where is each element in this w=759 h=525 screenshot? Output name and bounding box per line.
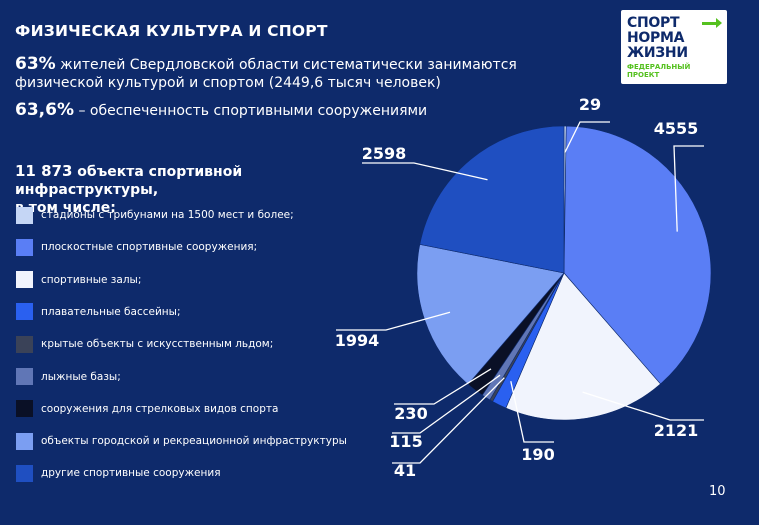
legend-swatch [16, 464, 33, 482]
participation-text: жителей Свердловской области систематиче… [15, 57, 517, 91]
infrastructure-text: объекта спортивной инфраструктуры, [15, 164, 243, 198]
logo-arrow-icon [702, 18, 722, 28]
legend-item: плавательные бассейны; [16, 303, 181, 321]
legend-label: лыжные базы; [41, 370, 121, 383]
data-label: 230 [394, 404, 427, 423]
legend-item: сооружения для стрелковых видов спорта [16, 400, 278, 418]
stat-facility-provision: 63,6% – обеспеченность спортивными соору… [15, 100, 427, 120]
leader-line [564, 121, 610, 153]
logo-line-3: ЖИЗНИ [627, 45, 688, 61]
legend-swatch [16, 335, 33, 353]
pie-slice [416, 244, 565, 385]
page-number: 10 [709, 484, 726, 499]
legend-label: крытые объекты с искусственным льдом; [41, 338, 274, 351]
legend-label: сооружения для стрелковых видов спорта [41, 402, 279, 415]
legend-swatch [16, 303, 33, 321]
leader-line [336, 311, 451, 331]
legend-item: лыжные базы; [16, 368, 121, 386]
data-label: 2121 [654, 421, 699, 440]
data-label: 29 [579, 95, 601, 114]
provision-text: – обеспеченность спортивными сооружениям… [78, 103, 428, 119]
legend-item: стадионы с трибунами на 1500 мест и боле… [16, 206, 294, 224]
legend-swatch [16, 271, 33, 289]
pie-slice [505, 272, 661, 421]
pie-slice [419, 125, 565, 274]
infrastructure-text-2: в том числе: [15, 200, 116, 216]
logo-line-1: СПОРТ [627, 15, 680, 31]
page-title: ФИЗИЧЕСКАЯ КУЛЬТУРА И СПОРТ [15, 22, 328, 40]
legend-item: крытые объекты с искусственным льдом; [16, 335, 273, 353]
leader-line [510, 381, 554, 443]
legend-swatch [16, 368, 33, 385]
sport-norm-of-life-logo: СПОРТ НОРМА ЖИЗНИ ФЕДЕРАЛЬНЫЙ ПРОЕКТ [621, 10, 727, 84]
logo-line-2: НОРМА [627, 30, 685, 46]
logo-sub-2: ПРОЕКТ [627, 71, 660, 79]
leader-line [582, 391, 704, 421]
data-label: 2598 [362, 144, 407, 163]
legend-swatch [16, 400, 33, 418]
legend-item: объекты городской и рекреационной инфрас… [16, 432, 347, 450]
leader-line [394, 368, 492, 405]
data-label: 41 [394, 461, 416, 480]
legend-label: другие спортивные сооружения [41, 467, 221, 480]
legend-swatch [16, 206, 33, 224]
infrastructure-heading: 11 873 объекта спортивной инфраструктуры… [15, 162, 375, 217]
legend-label: стадионы с трибунами на 1500 мест и боле… [41, 209, 294, 221]
legend-label: плавательные бассейны; [41, 305, 181, 318]
participation-percent: 63% [15, 54, 56, 74]
legend-label: спортивные залы; [41, 273, 142, 286]
infrastructure-total: 11 873 [15, 162, 73, 180]
stat-sport-participation: 63% жителей Свердловской области система… [15, 55, 555, 92]
leader-line [392, 377, 505, 464]
leader-line [362, 162, 488, 181]
legend-swatch [16, 238, 33, 256]
pie-slice [563, 125, 712, 385]
legend-label: плоскостные спортивные сооружения; [41, 241, 258, 254]
legend-item: плоскостные спортивные сооружения; [16, 238, 257, 256]
legend-item: другие спортивные сооружения [16, 464, 221, 482]
leader-line [673, 145, 704, 232]
data-label: 115 [389, 432, 422, 451]
logo-sub-1: ФЕДЕРАЛЬНЫЙ [627, 63, 691, 71]
legend-item: спортивные залы; [16, 271, 141, 289]
data-label: 4555 [654, 119, 699, 138]
legend-label: объекты городской и рекреационной инфрас… [41, 435, 347, 448]
data-label: 1994 [335, 331, 380, 350]
legend-swatch [16, 432, 33, 450]
data-label: 190 [521, 445, 554, 464]
provision-percent: 63,6% [15, 100, 74, 120]
leader-line [392, 374, 501, 434]
